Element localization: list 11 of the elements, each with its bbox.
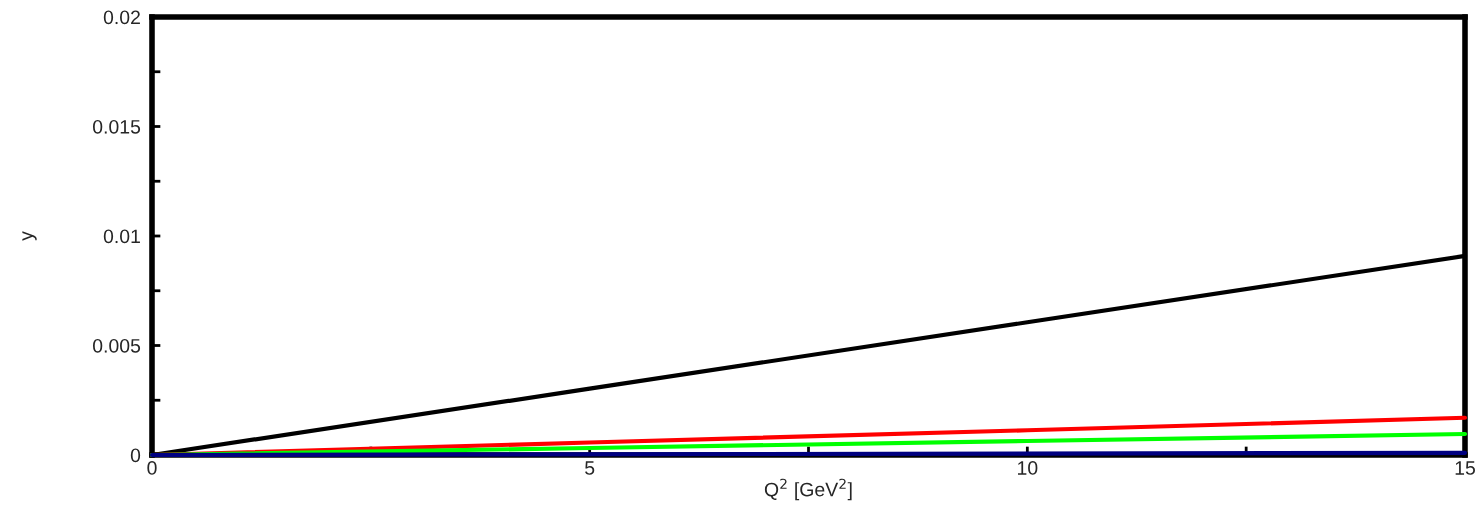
x-tick-label: 5 bbox=[585, 461, 595, 475]
y-tick-label: 0 bbox=[130, 448, 141, 463]
y-tick-label: 0.01 bbox=[103, 229, 140, 244]
x-tick-label: 15 bbox=[1455, 461, 1475, 475]
x-tick-label: 0 bbox=[147, 461, 157, 475]
x-tick-label: 10 bbox=[1018, 461, 1038, 475]
y-axis-title: y bbox=[22, 231, 37, 241]
y-tick-label: 0.02 bbox=[103, 10, 140, 25]
x-axis-title: Q$^{2}$ [GeV$^{2}$] bbox=[764, 478, 852, 501]
y-tick-label: 0.005 bbox=[92, 338, 141, 353]
y-tick-label: 0.015 bbox=[92, 119, 141, 134]
